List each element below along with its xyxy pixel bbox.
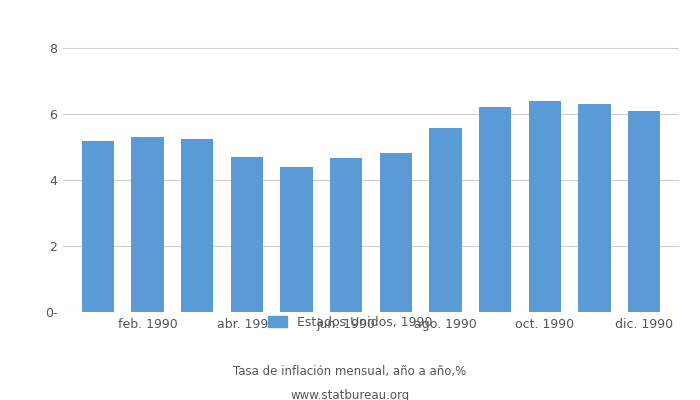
Bar	[528, 101, 561, 312]
Bar	[479, 107, 511, 312]
Bar	[181, 139, 214, 312]
Bar	[231, 157, 263, 312]
Bar	[280, 167, 313, 312]
Bar	[82, 141, 114, 312]
Bar	[578, 104, 610, 312]
Bar	[132, 138, 164, 312]
Bar	[628, 111, 660, 312]
Bar	[379, 153, 412, 312]
Text: www.statbureau.org: www.statbureau.org	[290, 390, 410, 400]
Bar	[429, 128, 462, 312]
Legend: Estados Unidos, 1990: Estados Unidos, 1990	[263, 311, 437, 334]
Text: Tasa de inflación mensual, año a año,%: Tasa de inflación mensual, año a año,%	[233, 366, 467, 378]
Bar	[330, 158, 363, 312]
